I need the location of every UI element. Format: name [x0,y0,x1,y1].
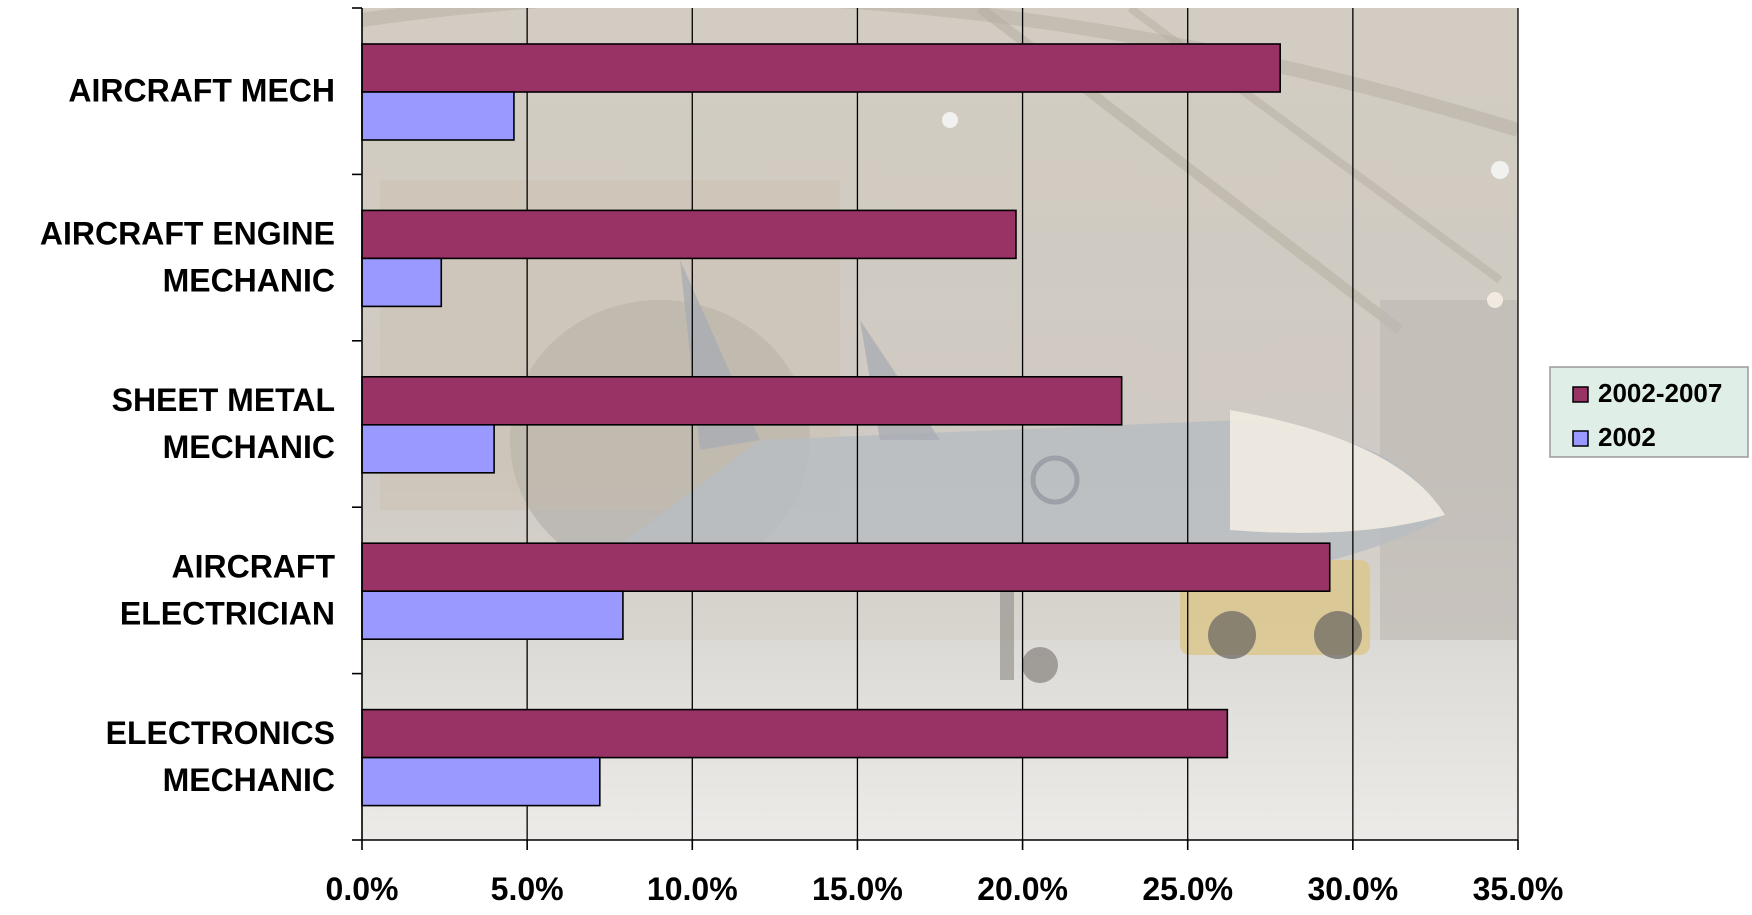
legend-label: 2002-2007 [1598,378,1722,408]
category-label: MECHANIC [163,762,335,798]
category-label: MECHANIC [163,429,335,465]
bar-2002-0 [361,91,515,141]
bar-2002-2007-2 [361,375,1123,426]
x-tick-label: 35.0% [1473,871,1564,907]
legend: 2002-2007 2002 [1549,366,1749,458]
x-tick-label: 10.0% [647,871,738,907]
category-label: SHEET METAL [112,382,335,418]
legend-swatch [1572,386,1589,403]
x-tick-label: 30.0% [1307,871,1398,907]
category-label: AIRCRAFT ENGINE [40,216,335,252]
category-label: AIRCRAFT MECH [68,73,335,109]
bar-2002-2007-1 [361,209,1017,260]
x-tick-label: 15.0% [812,871,903,907]
x-tick-label: 5.0% [491,871,564,907]
bar-2002-2007-4 [361,708,1229,759]
axes [352,7,1519,850]
bars [361,43,1331,807]
bar-2002-2007-3 [361,542,1331,593]
x-tick-label: 20.0% [977,871,1068,907]
category-labels: AIRCRAFT MECH AIRCRAFT ENGINE MECHANIC SHEE… [40,73,336,798]
x-tick-labels: 0.0% 5.0% 10.0% 15.0% 20.0% 25.0% 30.0% 35.0% [326,871,1564,907]
bar-2002-3 [361,590,624,641]
legend-label: 2002 [1598,422,1656,452]
x-tick-label: 0.0% [326,871,399,907]
bar-2002-2007-0 [361,43,1281,93]
bar-2002-1 [361,257,443,308]
legend-swatch [1572,430,1589,447]
x-tick-label: 25.0% [1142,871,1233,907]
category-label: MECHANIC [163,263,335,299]
category-label: AIRCRAFT [171,548,335,584]
bar-2002-2 [361,423,495,474]
category-label: ELECTRONICS [106,715,335,751]
category-label: ELECTRICIAN [120,595,335,631]
bar-2002-4 [361,756,601,807]
